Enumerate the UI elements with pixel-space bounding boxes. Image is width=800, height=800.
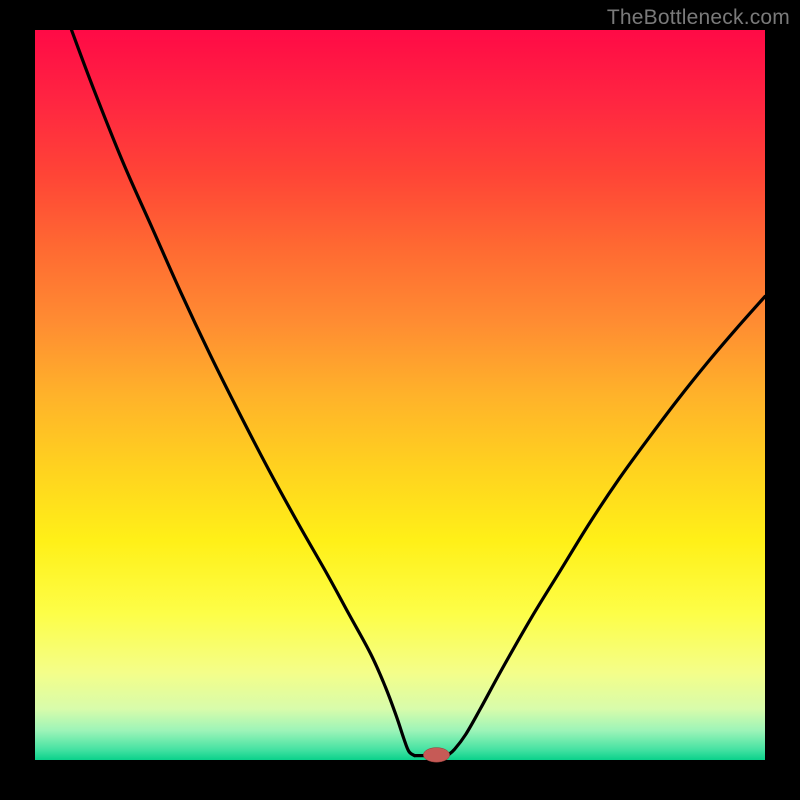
chart-svg <box>0 0 800 800</box>
bottleneck-marker <box>423 748 449 763</box>
watermark-label: TheBottleneck.com <box>607 6 790 30</box>
chart-container: TheBottleneck.com <box>0 0 800 800</box>
gradient-background <box>35 30 765 760</box>
